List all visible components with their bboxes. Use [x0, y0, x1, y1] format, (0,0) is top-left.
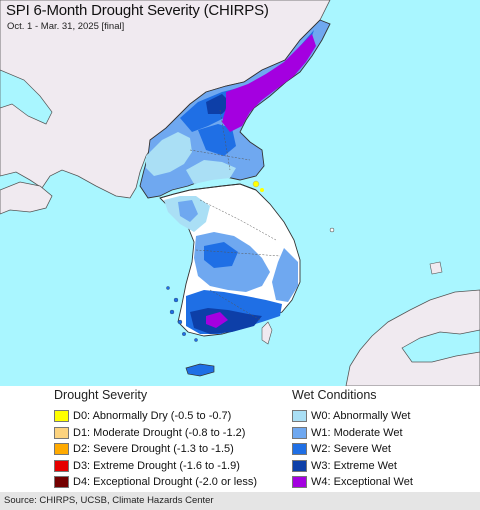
swatch-w4: [292, 476, 307, 489]
map-title: SPI 6-Month Drought Severity (CHIRPS): [6, 2, 269, 19]
swatch-w2: [292, 443, 307, 456]
liaodong-bay: [0, 69, 53, 125]
swatch-w1: [292, 426, 307, 439]
shandong-peninsula: [0, 181, 53, 215]
legend-label-w1: W1: Moderate Wet: [311, 426, 403, 439]
legend-item-w2: W2: Severe Wet: [292, 441, 413, 458]
swatch-d2: [54, 443, 69, 456]
legend-wet: Wet Conditions W0: Abnormally Wet W1: Mo…: [292, 388, 413, 491]
tsushima-island: [261, 321, 273, 345]
legend-item-d0: D0: Abnormally Dry (-0.5 to -0.7): [54, 408, 257, 425]
sk-central-severe: [204, 242, 238, 268]
nk-extreme-wet: [206, 94, 232, 114]
drought-map: SPI 6-Month Drought Severity (CHIRPS) Oc…: [0, 0, 480, 386]
legend-label-d4: D4: Exceptional Drought (-2.0 or less): [73, 476, 258, 489]
legend-item-w1: W1: Moderate Wet: [292, 425, 413, 442]
nk-south-light: [186, 160, 236, 184]
legend-item-d2: D2: Severe Drought (-1.3 to -1.5): [54, 441, 257, 458]
legend-item-d4: D4: Exceptional Drought (-2.0 or less): [54, 474, 257, 491]
legend-item-w3: W3: Extreme Wet: [292, 458, 413, 475]
japan-coast-detail: [401, 329, 480, 363]
ulleung-island: [329, 227, 335, 233]
sk-east-wet: [272, 248, 298, 302]
legend-drought: Drought Severity D0: Abnormally Dry (-0.…: [54, 388, 257, 491]
legend-panel: Drought Severity D0: Abnormally Dry (-0.…: [0, 386, 480, 492]
legend-wet-heading: Wet Conditions: [292, 388, 377, 402]
legend-label-d3: D3: Extreme Drought (-1.6 to -1.9): [73, 459, 240, 472]
legend-item-d1: D1: Moderate Drought (-0.8 to -1.2): [54, 425, 257, 442]
southwest-islands: [166, 286, 198, 342]
legend-label-w4: W4: Exceptional Wet: [311, 476, 413, 489]
nk-exceptional-wet: [222, 34, 316, 132]
swatch-d3: [54, 459, 69, 472]
swatch-d4: [54, 476, 69, 489]
nk-west-light: [146, 132, 192, 176]
legend-label-w0: W0: Abnormally Wet: [311, 410, 411, 423]
sk-south-exceptional: [206, 312, 228, 328]
map-canvas: [0, 0, 480, 386]
legend-label-w3: W3: Extreme Wet: [311, 459, 397, 472]
legend-label-d1: D1: Moderate Drought (-0.8 to -1.2): [73, 426, 246, 439]
dmz-border: [159, 183, 257, 199]
legend-label-w2: W2: Severe Wet: [311, 443, 391, 456]
nk-dry-spot: [252, 180, 260, 188]
swatch-d1: [54, 426, 69, 439]
source-footer: Source: CHIRPS, UCSB, Climate Hazards Ce…: [0, 492, 480, 510]
legend-item-d3: D3: Extreme Drought (-1.6 to -1.9): [54, 458, 257, 475]
nk-dry-spot-2: [260, 188, 264, 192]
japan-far-east-island: [429, 261, 443, 275]
legend-drought-heading: Drought Severity: [54, 388, 148, 402]
province-lines: [189, 109, 281, 321]
swatch-w0: [292, 410, 307, 423]
legend-label-d2: D2: Severe Drought (-1.3 to -1.5): [73, 443, 234, 456]
map-subtitle: Oct. 1 - Mar. 31, 2025 [final]: [7, 21, 125, 32]
swatch-d0: [54, 410, 69, 423]
legend-label-d0: D0: Abnormally Dry (-0.5 to -0.7): [73, 410, 232, 423]
japan-land: [345, 289, 480, 386]
swatch-w3: [292, 459, 307, 472]
legend-item-w4: W4: Exceptional Wet: [292, 474, 413, 491]
legend-item-w0: W0: Abnormally Wet: [292, 408, 413, 425]
sk-northwest-blue: [178, 200, 198, 222]
jeju-island: [185, 363, 215, 377]
